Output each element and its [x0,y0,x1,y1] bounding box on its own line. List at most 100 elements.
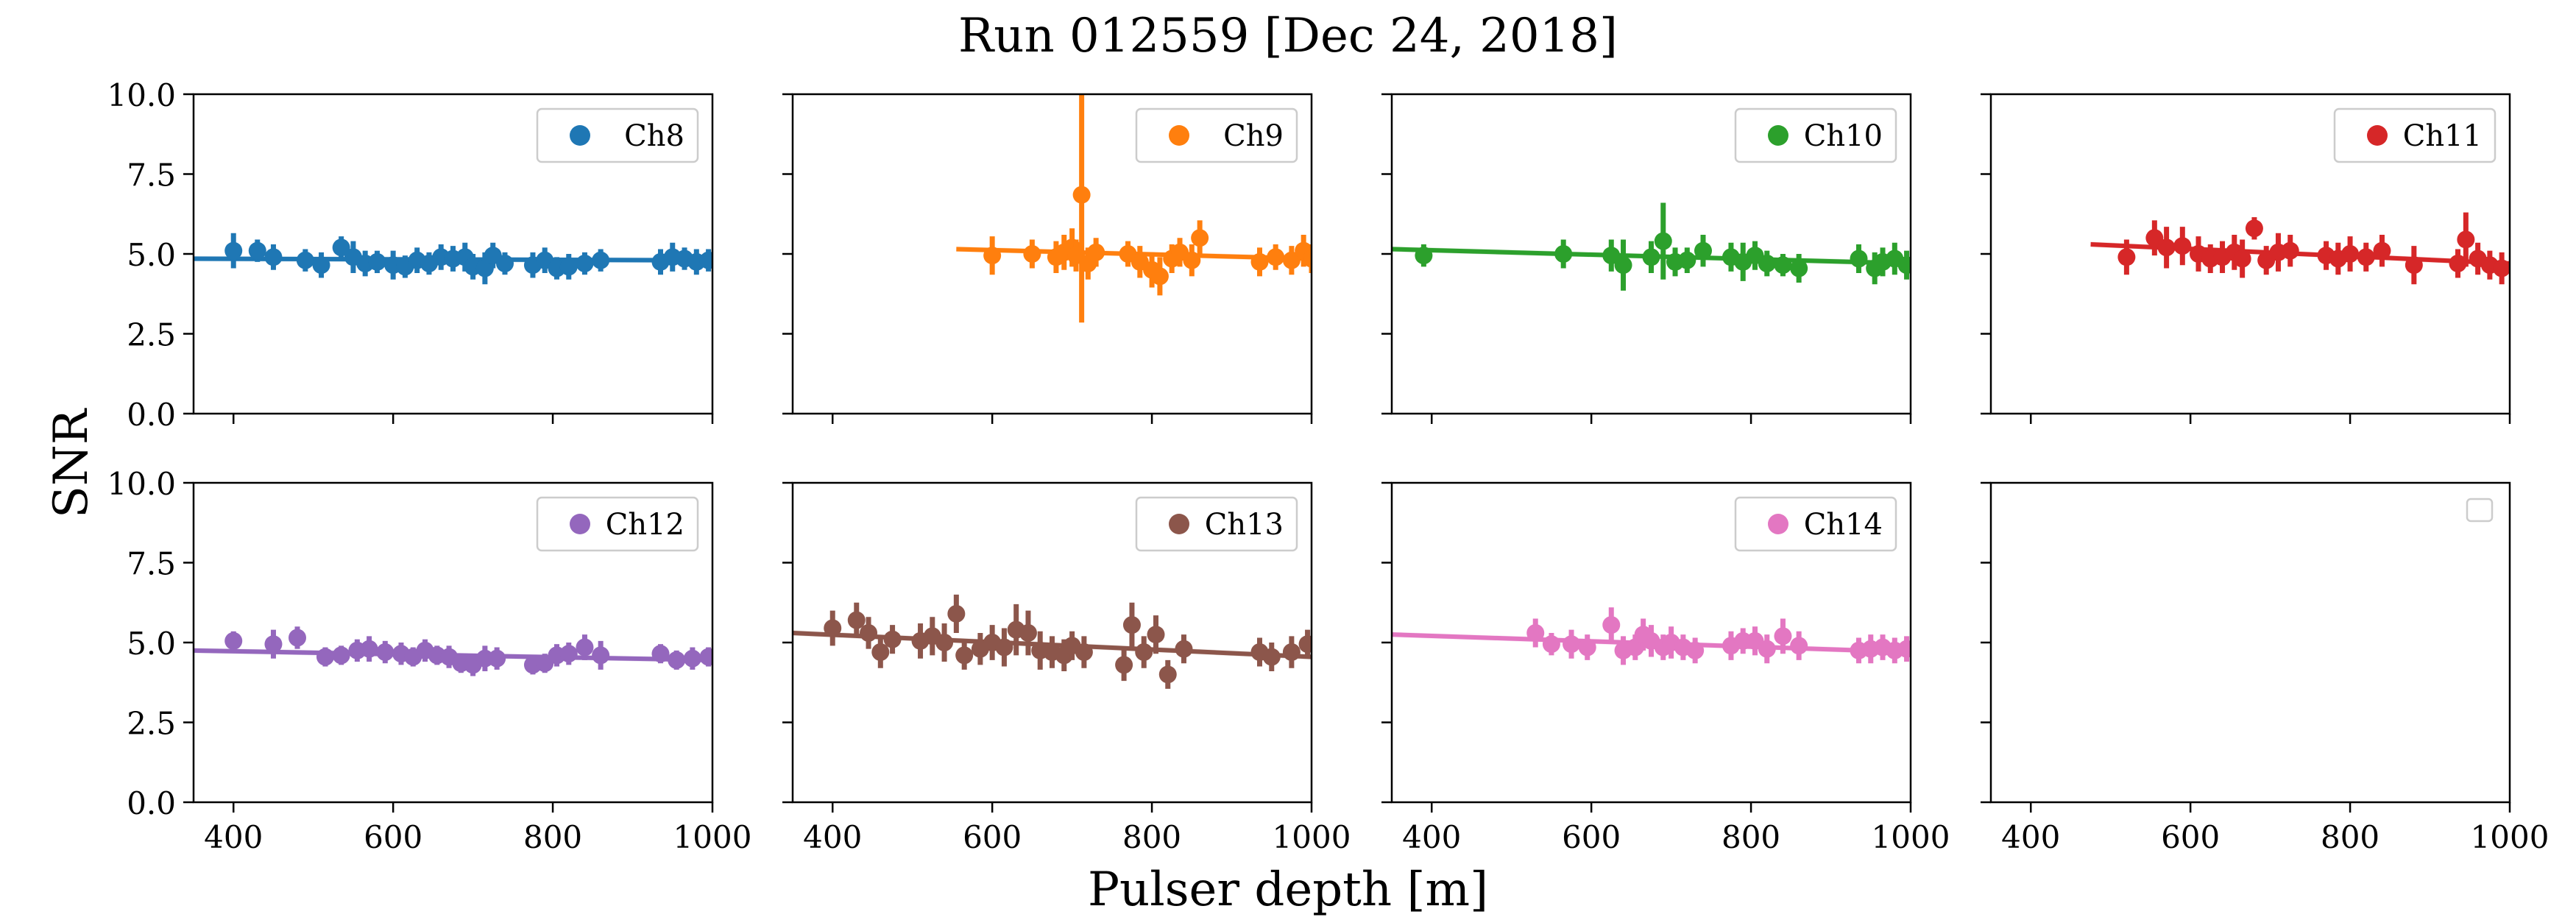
legend-marker [570,125,590,146]
legend-label: Ch12 [606,508,684,542]
panel-ch8: 0.0 2.5 5.0 7.5 10.0 Ch8 [107,77,714,433]
legend-box [2333,107,2497,163]
y-tick-label: 0.0 [127,397,176,433]
data-point [983,247,1002,265]
data-point [360,640,378,658]
data-point [1626,638,1644,657]
legend: Ch12 [536,496,699,552]
x-tick-label: 400 [2001,819,2060,855]
data-point [1774,627,1792,645]
y-tick-label: 0.0 [127,785,176,821]
data-point [1191,229,1209,247]
data-point [1072,185,1091,204]
data-point [488,649,506,668]
data-point [2233,250,2251,268]
data-point [947,604,966,623]
x-tick-label: 600 [963,819,1022,855]
legend-marker [1169,125,1189,146]
data-point [1262,648,1281,666]
legend-label: Ch14 [1804,508,1883,542]
data-point [1023,245,1041,263]
x-tick-label: 800 [2321,819,2379,855]
panel-ch11: Ch11 [1981,93,2511,424]
axes-frame [1989,481,2511,804]
data-point [699,648,712,666]
panel-ch12: 0.0 2.5 5.0 7.5 10.0 400 600 800 1000 Ch12 [107,466,751,855]
x-tick-label: 400 [1402,819,1461,855]
data-point [1897,256,1911,275]
x-tick-label: 800 [523,819,582,855]
data-point [2449,255,2467,273]
legend-box-empty [2466,498,2494,523]
legend-label: Ch9 [1223,119,1284,153]
data-point [2373,241,2391,260]
data-point [668,651,686,669]
x-tick-label: 1000 [2471,819,2550,855]
data-point [475,259,494,277]
data-point [1019,623,1037,642]
x-tick-label: 1000 [673,819,752,855]
x-tick-label: 400 [204,819,263,855]
data-point [1282,643,1301,662]
legend: Ch13 [1135,496,1298,552]
legend-label: Ch13 [1205,508,1284,542]
legend-label: Ch8 [624,119,684,153]
data-point [1542,635,1560,654]
panels-group: 0.0 2.5 5.0 7.5 10.0 Ch8 Ch9 Ch10 Ch11 0.0 2.5 5.0 7… [107,77,2550,855]
data-point [332,238,350,257]
data-point [1075,643,1093,662]
data-point [1267,248,1285,266]
data-point [224,241,243,260]
data-point [316,648,334,666]
data-point [1150,267,1169,286]
data-point [651,645,670,663]
legend: Ch8 [536,107,699,163]
legend-marker [2367,125,2388,146]
legend-box [1135,107,1298,163]
x-tick-label: 800 [1122,819,1181,855]
data-point [592,251,610,269]
data-point [2493,259,2510,277]
data-point [883,630,902,648]
x-tick-label: 600 [1562,819,1621,855]
data-point [1614,256,1632,275]
data-point [935,634,954,651]
data-point [2173,237,2192,255]
data-point [1678,251,1696,269]
x-tick-label: 600 [2161,819,2220,855]
data-point [1897,640,1911,658]
figure-title: Run 012559 [Dec 24, 2018] [958,9,1618,63]
x-tick-label: 1000 [1872,819,1950,855]
legend: Ch9 [1135,107,1298,163]
legend-marker [570,514,590,534]
data-point [2341,245,2360,263]
data-point [1602,247,1621,265]
data-point [2357,248,2375,266]
data-point [1175,640,1193,658]
data-point [1758,640,1776,658]
data-point [1122,616,1141,634]
legend-box [1734,107,1897,163]
data-point [2457,230,2475,249]
legend-label: Ch11 [2403,119,2482,153]
data-point [871,643,890,662]
data-point [1298,635,1312,654]
legend-box [536,107,699,163]
legend-box [1135,496,1298,552]
x-tick-label: 800 [1722,819,1780,855]
plot-area [1392,607,1911,665]
data-point [224,631,243,650]
data-point [1654,232,1672,250]
data-point [955,646,974,665]
y-tick-label: 5.0 [127,237,176,273]
plot-area [956,94,1312,323]
data-point [1282,251,1301,269]
x-tick-label: 1000 [1273,819,1351,855]
data-point [2245,219,2263,238]
data-point [1415,247,1433,265]
data-point [1158,665,1177,684]
data-point [1790,259,1808,277]
legend: Ch11 [2333,107,2497,163]
legend-marker [1768,514,1788,534]
data-point [1602,616,1621,634]
